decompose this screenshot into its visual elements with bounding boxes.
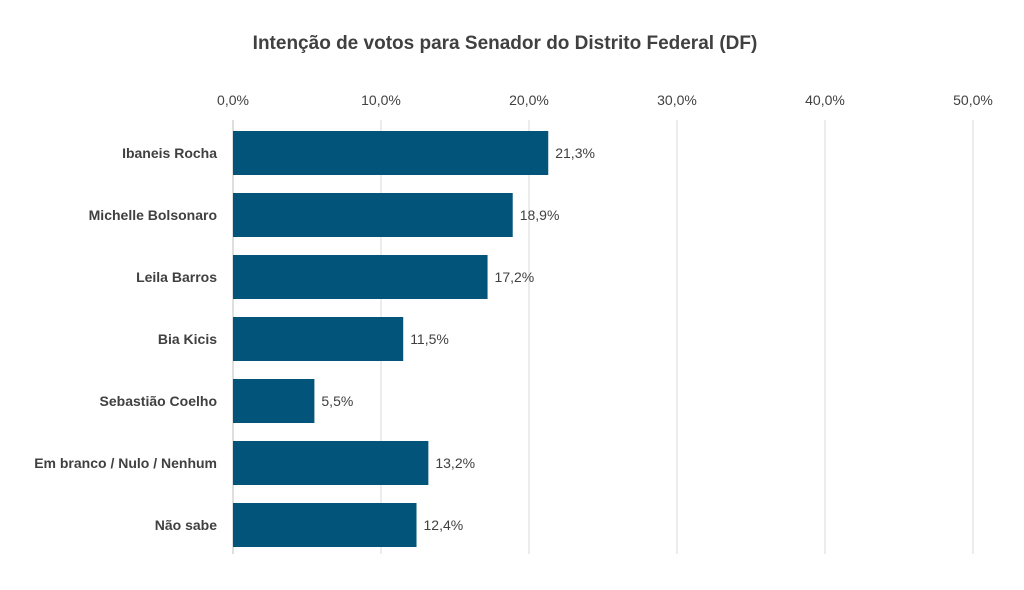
bar bbox=[233, 379, 315, 423]
bar bbox=[233, 131, 549, 175]
category-label: Ibaneis Rocha bbox=[122, 145, 217, 161]
category-label: Michelle Bolsonaro bbox=[89, 207, 217, 223]
data-label: 17,2% bbox=[495, 269, 535, 285]
data-label: 21,3% bbox=[555, 145, 595, 161]
bar bbox=[233, 193, 513, 237]
chart-title: Intenção de votos para Senador do Distri… bbox=[253, 33, 758, 54]
data-label: 12,4% bbox=[424, 517, 464, 533]
x-tick-label: 40,0% bbox=[805, 92, 845, 108]
x-axis-ticks: 0,0% 10,0% 20,0% 30,0% 40,0% 50,0% bbox=[217, 92, 993, 108]
category-label: Bia Kicis bbox=[158, 331, 217, 347]
x-tick-label: 30,0% bbox=[657, 92, 697, 108]
data-labels: 21,3% 18,9% 17,2% 11,5% 5,5% 13,2% 12,4% bbox=[321, 145, 595, 533]
data-label: 5,5% bbox=[321, 393, 353, 409]
x-tick-label: 20,0% bbox=[509, 92, 549, 108]
x-tick-label: 10,0% bbox=[361, 92, 401, 108]
bar bbox=[233, 317, 404, 361]
category-label: Sebastião Coelho bbox=[100, 393, 217, 409]
bar bbox=[233, 503, 417, 547]
y-axis-categories: Ibaneis Rocha Michelle Bolsonaro Leila Bar… bbox=[34, 145, 217, 533]
bar bbox=[233, 255, 488, 299]
x-tick-label: 50,0% bbox=[953, 92, 993, 108]
x-tick-label: 0,0% bbox=[217, 92, 249, 108]
bars bbox=[233, 131, 549, 547]
category-label: Em branco / Nulo / Nenhum bbox=[34, 455, 217, 471]
data-label: 18,9% bbox=[520, 207, 560, 223]
data-label: 11,5% bbox=[410, 331, 449, 347]
category-label: Leila Barros bbox=[136, 269, 217, 285]
category-label: Não sabe bbox=[155, 517, 217, 533]
bar bbox=[233, 441, 429, 485]
data-label: 13,2% bbox=[435, 455, 475, 471]
